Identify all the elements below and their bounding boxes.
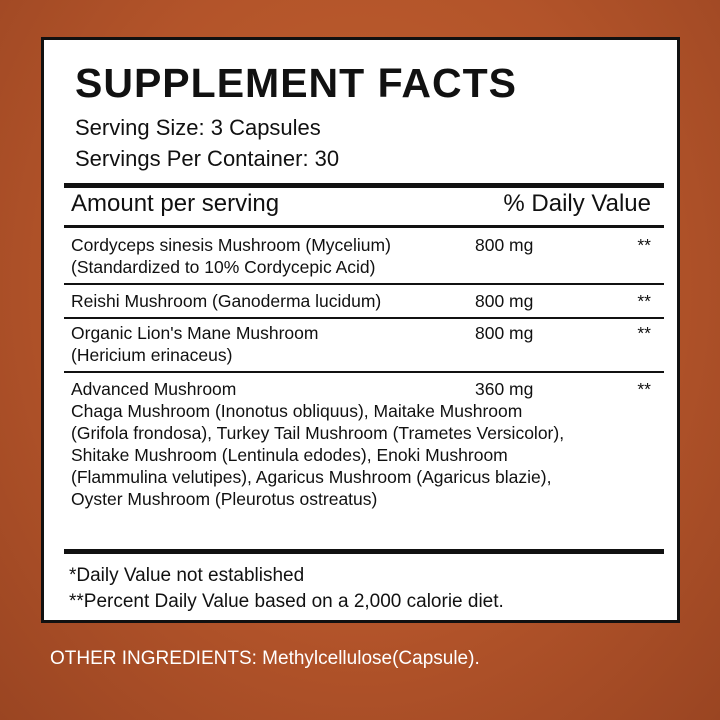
ingredient-dv: ** xyxy=(637,379,651,399)
divider xyxy=(64,371,664,373)
ingredient-name: Organic Lion's Mane Mushroom (Hericium e… xyxy=(71,323,319,365)
servings-per-container: Servings Per Container: 30 xyxy=(75,146,340,171)
ingredient-dv: ** xyxy=(637,291,651,311)
ingredient-amount: 800 mg xyxy=(475,323,534,343)
ingredient-name: Cordyceps sinesis Mushroom (Mycelium) (S… xyxy=(71,235,391,277)
footnote: **Percent Daily Value based on a 2,000 c… xyxy=(69,591,504,612)
ingredient-dv: ** xyxy=(637,235,651,255)
supplement-facts-panel: SUPPLEMENT FACTS Serving Size: 3 Capsule… xyxy=(41,37,680,623)
ingredient-detail: Chaga Mushroom (Inonotus obliquus), Mait… xyxy=(71,401,565,509)
panel-title: SUPPLEMENT FACTS xyxy=(75,60,517,106)
serving-size: Serving Size: 3 Capsules xyxy=(75,115,321,140)
divider xyxy=(64,317,664,319)
ingredient-dv: ** xyxy=(637,323,651,343)
other-ingredients: OTHER INGREDIENTS: Methylcellulose(Capsu… xyxy=(50,648,480,669)
ingredient-name: Advanced Mushroom xyxy=(71,379,237,399)
thick-divider xyxy=(64,183,664,188)
ingredient-row: Cordyceps sinesis Mushroom (Mycelium) (S… xyxy=(71,234,651,278)
footnote: *Daily Value not established xyxy=(69,565,305,586)
thick-divider xyxy=(64,549,664,554)
ingredient-name: Reishi Mushroom (Ganoderma lucidum) xyxy=(71,291,382,311)
ingredient-amount: 800 mg xyxy=(475,291,534,311)
ingredient-amount: 800 mg xyxy=(475,235,534,255)
divider xyxy=(64,225,664,228)
divider xyxy=(64,283,664,285)
daily-value-header: % Daily Value xyxy=(503,190,651,217)
ingredient-amount: 360 mg xyxy=(475,379,534,399)
amount-header: Amount per serving xyxy=(71,190,280,217)
